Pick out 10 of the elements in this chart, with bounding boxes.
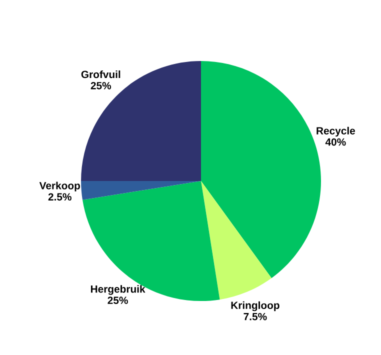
data-label: 7.5% [244,312,267,320]
slice-label: Verkoop [39,182,80,192]
slice-label: Recycle [316,126,356,137]
data-label: 40% [325,138,346,146]
slice-label: Kringloop [231,301,280,312]
slice-label: Grofvuil [81,70,120,78]
data-label: 25% [108,296,128,304]
data-label: 2.5% [48,193,72,201]
data-label: 25% [90,82,112,90]
slice-label: Hergebruik [90,285,146,295]
